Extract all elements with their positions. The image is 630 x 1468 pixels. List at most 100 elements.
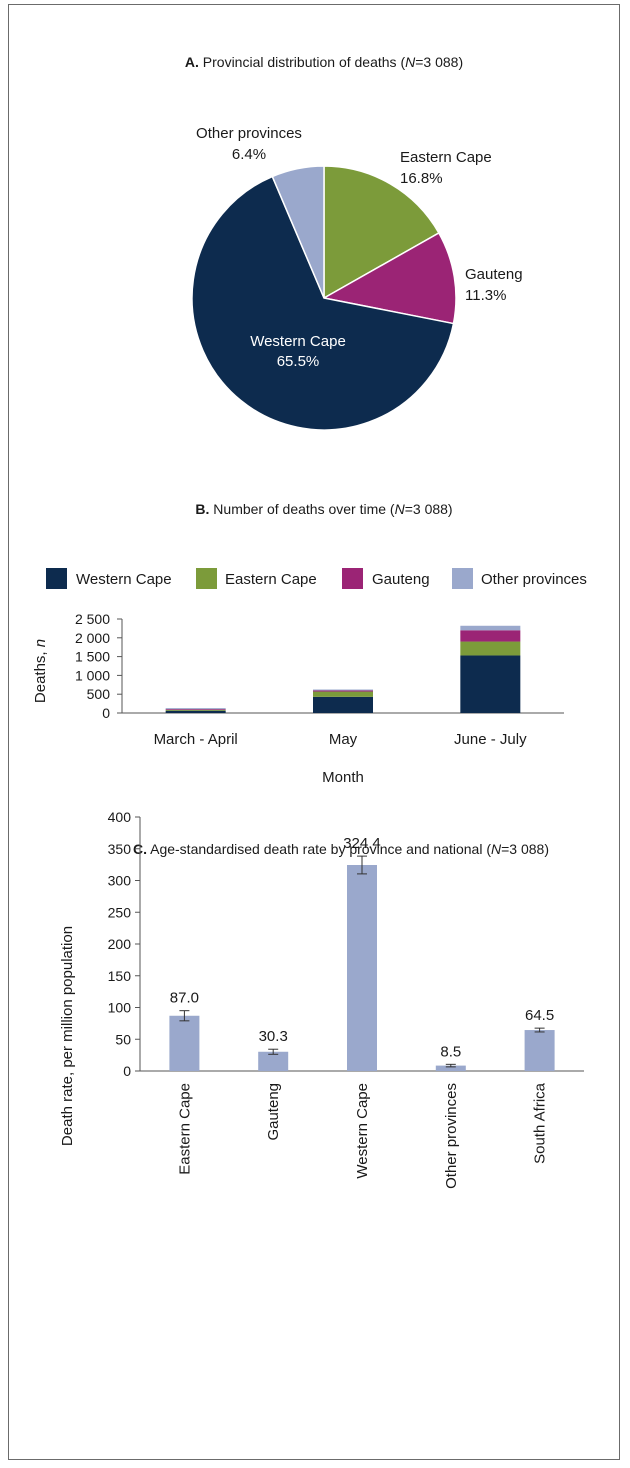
legend-swatch-other-provinces xyxy=(452,568,473,589)
panel-b-title-text: Number of deaths over time ( xyxy=(213,501,395,517)
panel-b-ylabel-text: Deaths, xyxy=(32,647,49,703)
pie-value-western-cape: 65.5% xyxy=(277,353,320,370)
panel-b-ylabel: Deaths, n xyxy=(32,639,49,703)
legend-swatch-gauteng xyxy=(342,568,363,589)
bar-western-cape-june-july xyxy=(460,655,521,713)
data-label-eastern-cape: 87.0 xyxy=(170,990,199,1007)
error-bar-south-africa xyxy=(534,1027,545,1033)
bar-other-provinces-june-july xyxy=(460,625,521,631)
panel-c-ytick-label: 50 xyxy=(115,1031,131,1047)
panel-b-legend: Western Cape Eastern Cape Gauteng Other … xyxy=(46,568,587,589)
bar-other-provinces-may xyxy=(313,689,373,691)
panel-c-ytick-label: 400 xyxy=(108,809,132,825)
bar-western-cape-may xyxy=(313,696,373,713)
panel-a-title: A. Provincial distribution of deaths (N=… xyxy=(185,54,463,70)
bar-gauteng-march-april xyxy=(165,709,226,710)
panel-b-ytick-label: 0 xyxy=(102,705,110,721)
legend-swatch-western-cape xyxy=(46,568,67,589)
panel-a-title-n-value: =3 088) xyxy=(415,54,463,70)
figure-frame xyxy=(8,4,620,1460)
panel-b-ytick-label: 1 000 xyxy=(75,667,110,683)
pie-slice-eastern-cape xyxy=(323,165,440,300)
pie-slice-gauteng xyxy=(321,231,457,325)
panel-b-title-n: N xyxy=(395,501,406,517)
legend-label-gauteng: Gauteng xyxy=(372,571,430,588)
panel-c-title: C. Age-standardised death rate by provin… xyxy=(133,841,549,857)
pie-slices xyxy=(191,165,457,431)
panel-c-xtick-label: Other provinces xyxy=(443,1083,460,1189)
pie-label-gauteng: Gauteng xyxy=(465,266,523,283)
pie-label-western-cape: Western Cape xyxy=(250,333,346,350)
panel-b-title: B. Number of deaths over time (N=3 088) xyxy=(195,501,452,517)
pie-label-eastern-cape: Eastern Cape xyxy=(400,149,492,166)
legend-label-western-cape: Western Cape xyxy=(76,571,172,588)
panel-c-bars: 87.0 30.3 324.4 8.5 64.5 xyxy=(169,835,555,1071)
bar-eastern-cape xyxy=(169,1015,200,1071)
panel-c-xtick-label: Eastern Cape xyxy=(176,1083,193,1175)
panel-c-ytick-label: 0 xyxy=(123,1063,131,1079)
panel-b-xlabel: Month xyxy=(322,769,364,786)
error-bar-gauteng xyxy=(268,1048,279,1055)
panel-c-ytick-label: 250 xyxy=(108,904,132,920)
panel-b-ytick-label: 1 500 xyxy=(75,649,110,665)
error-bar-other-provinces xyxy=(445,1063,456,1068)
panel-c-ytick-label: 300 xyxy=(108,873,132,889)
error-bar-eastern-cape xyxy=(179,1010,190,1022)
panel-b-axes: 0 500 1 000 1 500 2 000 2 500 March - April May… xyxy=(75,611,564,748)
bar-gauteng-may xyxy=(313,690,373,692)
panel-b-bars xyxy=(165,625,521,713)
panel-c-ytick-label: 350 xyxy=(108,841,132,857)
panel-c-ytick-label: 100 xyxy=(108,1000,132,1016)
bar-other-provinces-march-april xyxy=(165,708,226,710)
data-label-other-provinces: 8.5 xyxy=(440,1043,461,1060)
panel-b-stacked-bar: B. Number of deaths over time (N=3 088) … xyxy=(32,501,587,786)
bar-western-cape xyxy=(347,865,377,1071)
panel-a-title-letter: A. xyxy=(185,54,199,70)
panel-c-xtick-label: South Africa xyxy=(532,1082,549,1164)
bar-eastern-cape-march-april xyxy=(165,709,226,711)
error-bar-western-cape xyxy=(357,855,367,875)
pie-value-eastern-cape: 16.8% xyxy=(400,170,443,187)
panel-b-title-letter: B. xyxy=(195,501,209,517)
bar-south-africa xyxy=(524,1030,555,1071)
panel-c-title-text: Age-standardised death rate by province … xyxy=(150,841,491,857)
panel-b-xtick-label: May xyxy=(329,731,358,748)
panel-b-title-n-value: =3 088) xyxy=(405,501,453,517)
panel-a-title-n: N xyxy=(405,54,416,70)
legend-label-other-provinces: Other provinces xyxy=(481,571,587,588)
panel-c-axes: 0 50 100 150 200 250 300 350 400 Eastern Cape Gaut… xyxy=(108,809,584,1189)
panel-c-xtick-label: Western Cape xyxy=(354,1083,371,1179)
panel-c-ylabel: Death rate, per million population xyxy=(59,926,76,1146)
pie-value-other-provinces: 6.4% xyxy=(232,146,266,163)
panel-b-ytick-label: 500 xyxy=(87,686,111,702)
panel-a-pie: A. Provincial distribution of deaths (N=… xyxy=(185,54,523,431)
panel-c-ytick-label: 150 xyxy=(108,968,132,984)
panel-b-xtick-label: March - April xyxy=(154,731,238,748)
panel-c-title-n-value: =3 088) xyxy=(501,841,549,857)
panel-c-bar: C. Age-standardised death rate by provin… xyxy=(59,809,584,1189)
panel-c-title-n: N xyxy=(491,841,502,857)
panel-b-xtick-label: June - July xyxy=(454,731,527,748)
panel-c-ytick-label: 200 xyxy=(108,936,132,952)
panel-a-title-text: Provincial distribution of deaths ( xyxy=(203,54,406,70)
bar-western-cape-march-april xyxy=(165,710,226,713)
pie-label-other-provinces: Other provinces xyxy=(196,125,302,142)
pie-value-gauteng: 11.3% xyxy=(465,287,506,304)
panel-b-ytick-label: 2 500 xyxy=(75,611,110,627)
bar-other-provinces xyxy=(435,1065,466,1071)
pie-slice-other-provinces xyxy=(271,165,325,299)
legend-swatch-eastern-cape xyxy=(196,568,217,589)
data-label-south-africa: 64.5 xyxy=(525,1007,554,1024)
legend-label-eastern-cape: Eastern Cape xyxy=(225,571,317,588)
panel-b-ylabel-n: n xyxy=(32,639,49,647)
panel-b-ytick-label: 2 000 xyxy=(75,630,110,646)
panel-c-xtick-label: Gauteng xyxy=(265,1083,282,1141)
bar-gauteng xyxy=(258,1051,289,1071)
data-label-gauteng: 30.3 xyxy=(259,1028,288,1045)
bar-eastern-cape-june-july xyxy=(460,641,521,656)
pie-slice-western-cape xyxy=(191,175,455,431)
bar-gauteng-june-july xyxy=(460,630,521,642)
bar-eastern-cape-may xyxy=(313,691,373,697)
data-label-western-cape: 324.4 xyxy=(343,835,381,852)
